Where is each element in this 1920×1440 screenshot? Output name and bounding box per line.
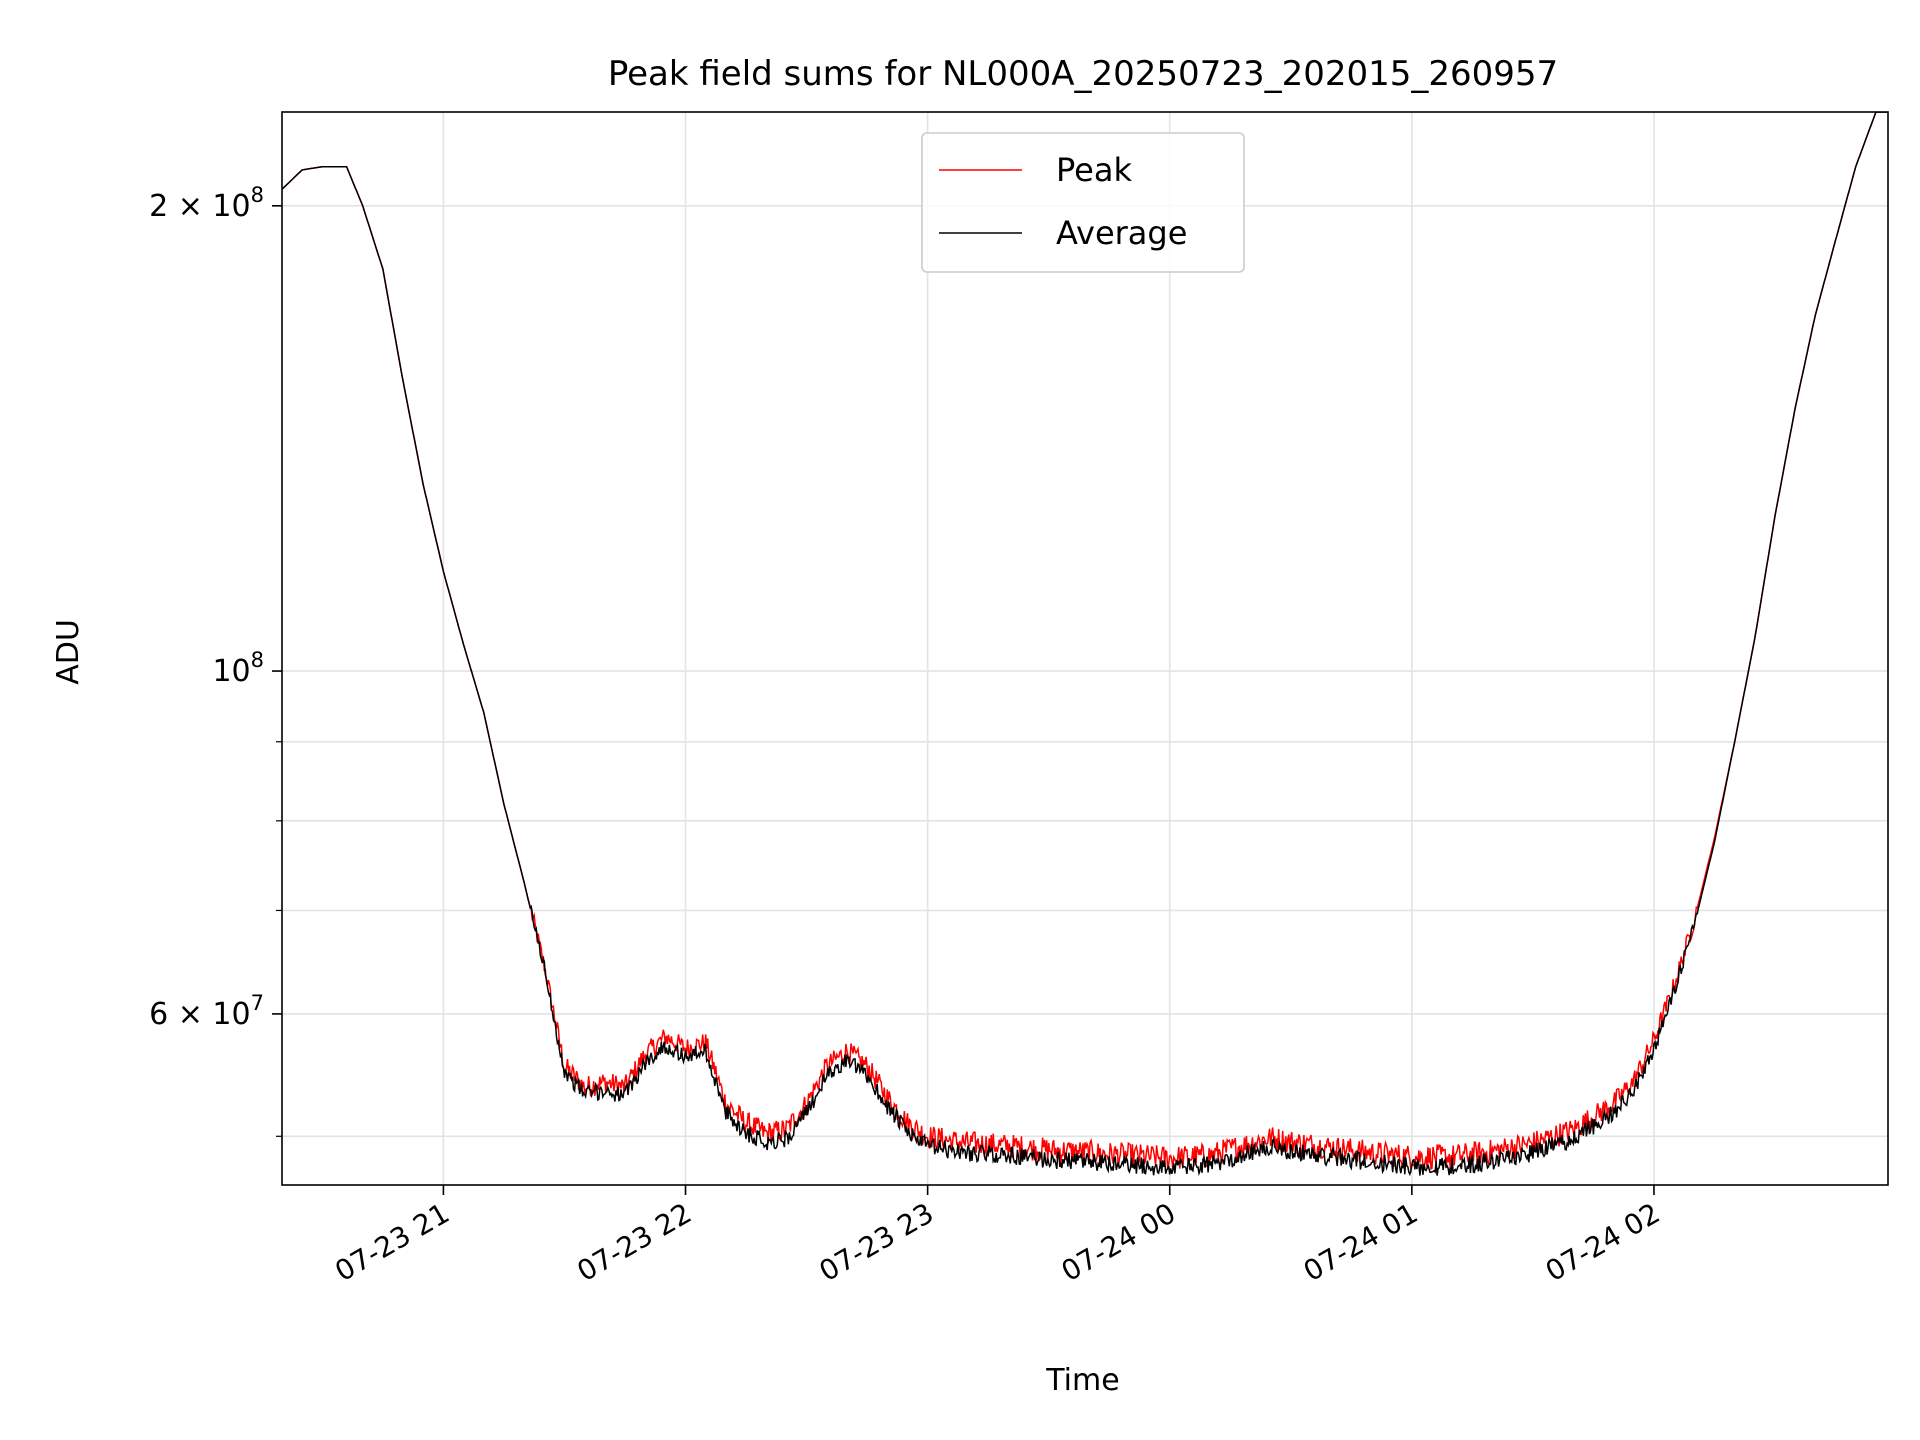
grid <box>282 112 1888 1185</box>
legend-label-average: Average <box>1056 214 1187 252</box>
y-tick-exponent: 8 <box>251 648 264 672</box>
legend-box <box>921 132 1245 273</box>
legend-label-peak: Peak <box>1056 151 1132 189</box>
y-tick-exponent: 8 <box>251 183 264 207</box>
y-tick-label: 2 × 108 <box>149 183 264 224</box>
series-layer <box>282 112 1888 1177</box>
y-axis-label: ADU <box>51 619 86 685</box>
y-tick-exponent: 7 <box>251 991 264 1015</box>
chart-title: Peak field sums for NL000A_20250723_2020… <box>608 54 1558 94</box>
x-axis-label: Time <box>1045 1363 1119 1398</box>
y-tick-label: 6 × 107 <box>149 991 264 1032</box>
series-line-average <box>282 112 1888 1177</box>
legend: Peak Average <box>921 132 1245 273</box>
axes-frame <box>281 111 1889 1186</box>
series-line-peak <box>282 112 1888 1172</box>
